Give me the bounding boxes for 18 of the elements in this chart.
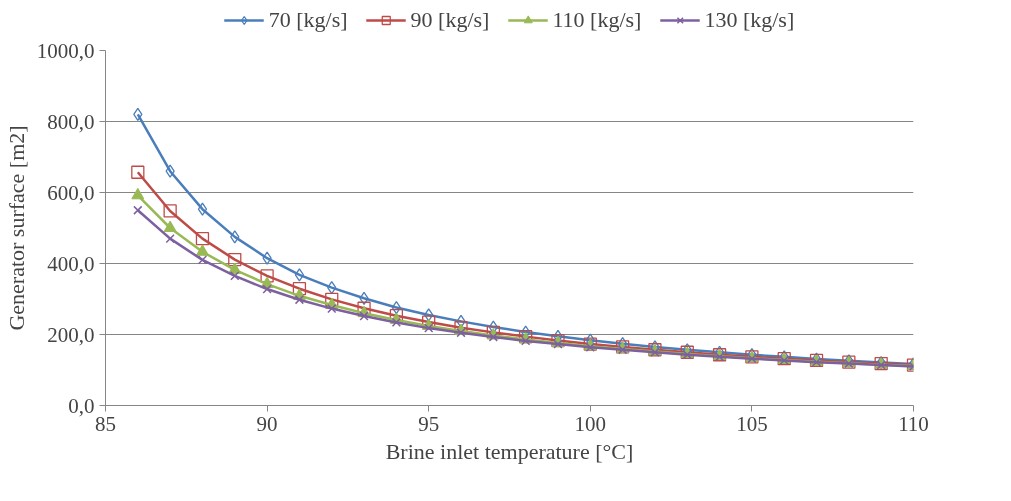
x-axis-title: Brine inlet temperature [°C] (385, 438, 634, 464)
legend-label: 90 [kg/s] (410, 7, 490, 33)
y-tick-label: 0,0 (68, 393, 95, 418)
x-tick-label: 100 (574, 411, 607, 436)
x-tick-label: 85 (95, 411, 116, 436)
x-tick-label: 95 (418, 411, 440, 436)
x-tick-label: 90 (256, 411, 278, 436)
y-tick-label: 1000,0 (36, 38, 95, 63)
legend-label: 110 [kg/s] (552, 7, 642, 33)
x-tick-label: 110 (898, 411, 929, 436)
y-tick-label: 200,0 (47, 322, 95, 347)
legend-label: 130 [kg/s] (704, 7, 795, 33)
y-tick-label: 400,0 (47, 251, 95, 276)
y-axis-title: Generator surface [m2] (3, 125, 29, 331)
y-tick-label: 800,0 (47, 109, 95, 134)
y-tick-label: 600,0 (47, 180, 95, 205)
x-tick-label: 105 (736, 411, 768, 436)
legend-label: 70 [kg/s] (268, 7, 348, 33)
